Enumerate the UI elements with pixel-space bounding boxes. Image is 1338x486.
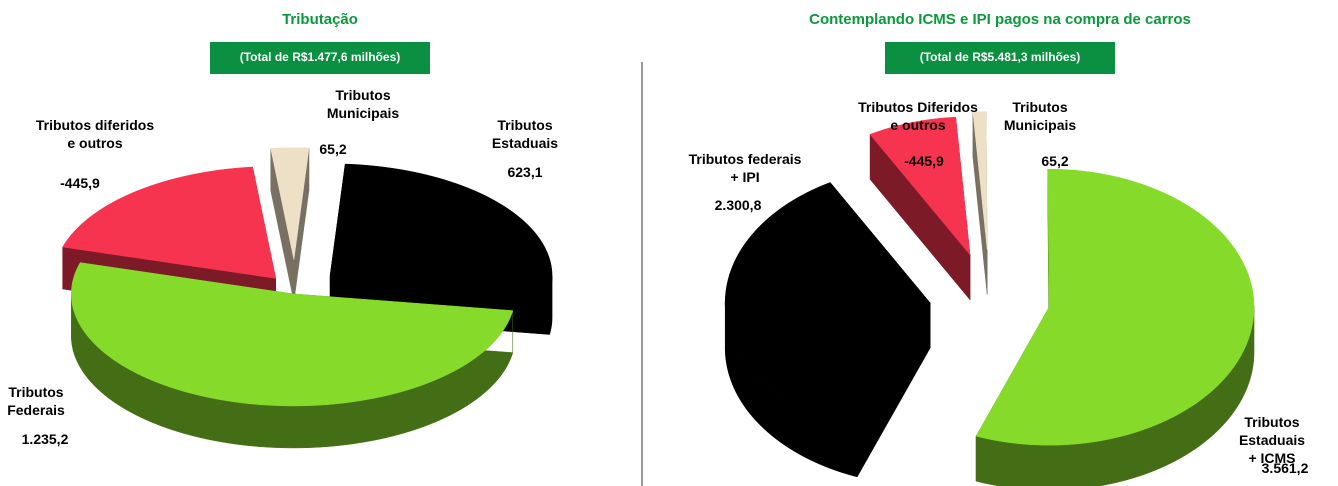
slice-label: Tributos Federais	[7, 384, 65, 419]
slice-label: Tributos Diferidos e outros	[858, 99, 978, 134]
slice-label: Tributos Municipais	[326, 87, 400, 122]
slice-label: Tributos Municipais	[1003, 99, 1077, 134]
slice	[270, 147, 310, 260]
slice	[724, 182, 931, 433]
slice	[869, 116, 971, 256]
slice	[972, 111, 988, 250]
value-label: 3.561,2	[1261, 460, 1309, 476]
value-label: 65,2	[319, 141, 347, 157]
value-label: 65,2	[1041, 153, 1069, 169]
slice	[71, 262, 514, 407]
slice	[975, 168, 1255, 446]
value-label: 1.235,2	[21, 431, 69, 447]
chart-title: Tributação	[282, 11, 358, 28]
value-label: 623,1	[507, 164, 543, 180]
chart-subtitle: (Total de R$1.477,6 milhões)	[210, 42, 430, 74]
chart-subtitle: (Total de R$5.481,3 milhões)	[885, 42, 1115, 74]
slice-label: Tributos diferidos e outros	[35, 117, 155, 152]
slice-label: Tributos federais + IPI	[688, 151, 802, 186]
slice-label: Tributos Estaduais	[491, 117, 559, 152]
slice	[62, 166, 277, 279]
chart-title: Contemplando ICMS e IPI pagos na compra …	[809, 11, 1191, 28]
slice	[329, 163, 553, 293]
value-label: 2.300,8	[714, 197, 762, 213]
value-label: -445,9	[904, 153, 944, 169]
slice-label: Tributos Estaduais + ICMS	[1238, 414, 1306, 467]
value-label: -445,9	[60, 175, 100, 191]
